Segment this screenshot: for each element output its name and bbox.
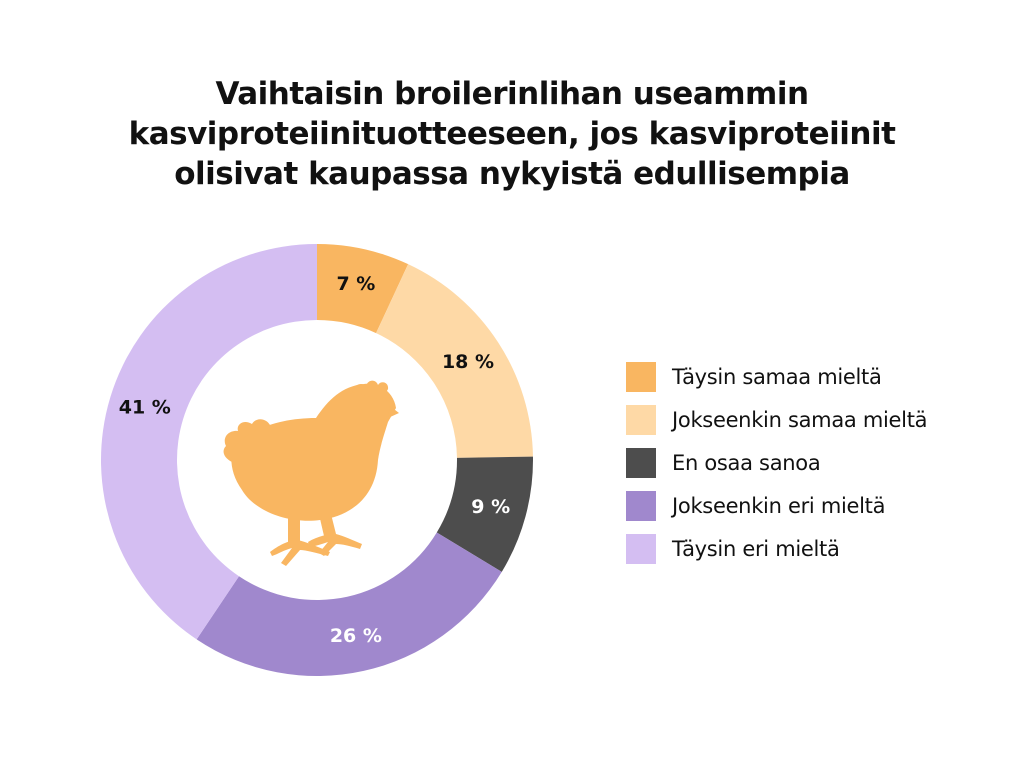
donut-slice (376, 264, 533, 458)
legend-item: Jokseenkin samaa mieltä (626, 404, 1016, 435)
legend-swatch (626, 361, 656, 392)
legend-label: Jokseenkin eri mieltä (672, 493, 886, 518)
chart-title: Vaihtaisin broilerinlihan useammin kasvi… (62, 74, 962, 194)
legend-item: Täysin eri mieltä (626, 533, 1016, 564)
legend-swatch (626, 490, 656, 521)
chart-title-line: Vaihtaisin broilerinlihan useammin (215, 76, 809, 112)
legend-label: Täysin eri mieltä (672, 536, 840, 561)
donut-slice (317, 244, 409, 334)
chart-title-line: olisivat kaupassa nykyistä edullisempia (174, 156, 850, 192)
legend-swatch (626, 447, 656, 478)
slice-value-label: 41 % (119, 397, 171, 419)
legend-swatch (626, 533, 656, 564)
legend-swatch (626, 404, 656, 435)
legend-label: En osaa sanoa (672, 450, 821, 475)
slice-value-label: 18 % (442, 351, 494, 373)
donut-slice (196, 532, 502, 676)
donut-slices (100, 244, 533, 676)
slice-labels: 7 % 18 % 9 % 26 % 41 % (119, 273, 510, 647)
legend-item: Täysin samaa mieltä (626, 361, 1016, 392)
legend-item: En osaa sanoa (626, 447, 1016, 478)
legend-item: Jokseenkin eri mieltä (626, 490, 1016, 521)
donut-slice (436, 456, 533, 572)
chart-title-line: kasviproteiinituotteeseen, jos kasviprot… (128, 116, 896, 152)
donut-slice (100, 244, 317, 640)
chicken-icon (223, 380, 399, 566)
slice-value-label: 7 % (336, 273, 375, 295)
slice-value-label: 9 % (471, 496, 510, 518)
slice-value-label: 26 % (330, 625, 382, 647)
legend-label: Täysin samaa mieltä (672, 364, 882, 389)
legend: Täysin samaa mieltä Jokseenkin samaa mie… (626, 361, 1016, 577)
legend-label: Jokseenkin samaa mieltä (672, 407, 928, 432)
